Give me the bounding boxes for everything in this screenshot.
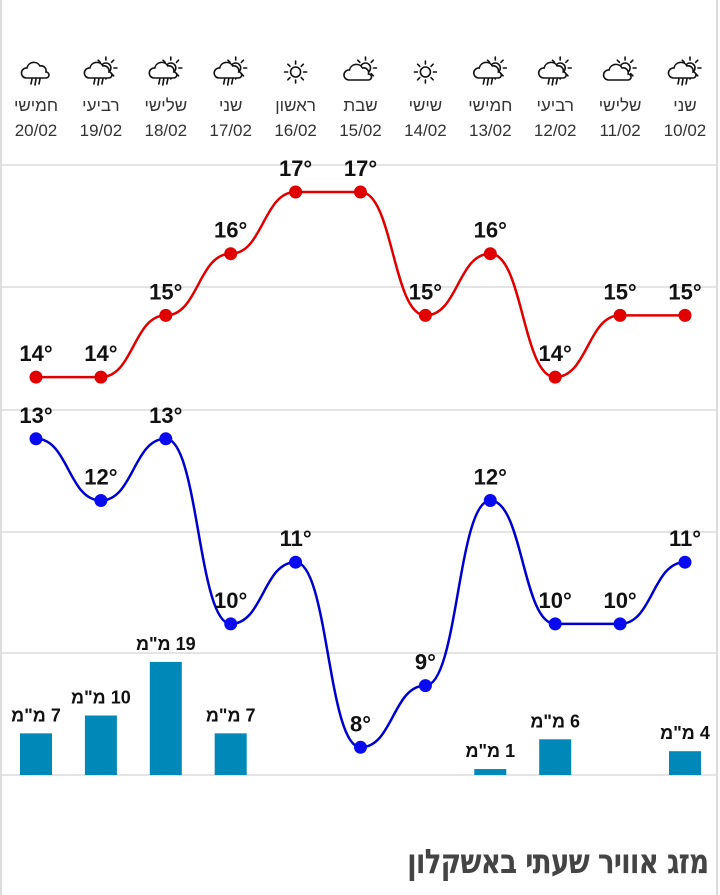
low-temp-label: 10° bbox=[214, 588, 247, 613]
day-date: 10/02 bbox=[664, 121, 707, 140]
high-temp-point bbox=[94, 370, 108, 384]
rain-cloud-icon bbox=[20, 61, 50, 86]
rain-bar bbox=[539, 739, 572, 775]
day-name: רביעי bbox=[536, 96, 573, 115]
low-temp-point bbox=[289, 555, 303, 569]
high-temp-point bbox=[483, 247, 497, 261]
rain-bar bbox=[214, 733, 247, 775]
high-temp-label: 14° bbox=[84, 341, 117, 366]
high-temp-point bbox=[159, 308, 173, 322]
day-name: ראשון bbox=[275, 96, 316, 115]
day-date: 19/02 bbox=[80, 121, 123, 140]
high-temp-label: 15° bbox=[149, 279, 182, 304]
low-temp-label: 10° bbox=[539, 588, 572, 613]
day-date: 11/02 bbox=[599, 121, 640, 140]
low-temp-label: 11° bbox=[280, 526, 312, 551]
sun-cloud-rain-icon bbox=[537, 56, 573, 86]
low-temp-label: 9° bbox=[415, 650, 436, 675]
sun-cloud-rain-icon bbox=[472, 56, 508, 86]
low-temp-label: 12° bbox=[474, 465, 507, 490]
rain-bar bbox=[474, 769, 507, 775]
day-name: חמישי bbox=[14, 96, 58, 115]
day-date: 18/02 bbox=[145, 121, 188, 140]
high-temp-point bbox=[678, 308, 692, 322]
high-temp-point bbox=[224, 247, 238, 261]
rain-label: 10 מ"מ bbox=[71, 688, 131, 708]
rain-label: 4 מ"מ bbox=[660, 723, 710, 743]
low-temp-label: 10° bbox=[603, 588, 636, 613]
low-temp-label: 13° bbox=[149, 403, 182, 428]
low-temp-point bbox=[613, 617, 627, 631]
high-temp-point bbox=[354, 185, 367, 199]
high-temp-line bbox=[36, 190, 686, 379]
day-date: 12/02 bbox=[534, 121, 577, 140]
partly-cloudy-icon bbox=[602, 56, 637, 81]
high-temp-label: 15° bbox=[409, 279, 442, 304]
sun-cloud-rain-icon bbox=[148, 56, 183, 86]
day-name: שלישי bbox=[144, 96, 187, 115]
low-temp-point bbox=[483, 494, 497, 507]
rain-bar bbox=[149, 661, 182, 775]
day-name: חמישי bbox=[468, 96, 512, 115]
rain-label: 6 מ"מ bbox=[530, 711, 580, 731]
high-temp-point bbox=[548, 370, 562, 384]
low-temp-point bbox=[159, 432, 173, 446]
high-temp-point bbox=[613, 308, 627, 322]
rain-label: 7 מ"מ bbox=[206, 705, 256, 725]
sun-cloud-rain-icon bbox=[667, 56, 702, 86]
high-temp-label: 16° bbox=[474, 218, 507, 243]
high-temp-label: 14° bbox=[539, 341, 572, 366]
rain-bar bbox=[84, 715, 117, 775]
low-temp-point bbox=[548, 617, 562, 631]
day-name: שישי bbox=[409, 96, 443, 115]
low-temp-line bbox=[35, 437, 686, 749]
high-temp-label: 14° bbox=[19, 341, 52, 366]
day-name: רביעי bbox=[82, 96, 119, 115]
day-date: 14/02 bbox=[404, 121, 447, 140]
rain-label: 7 מ"מ bbox=[11, 705, 61, 725]
day-name: שבת bbox=[343, 96, 377, 115]
high-temp-label: 17° bbox=[344, 156, 377, 181]
day-date: 17/02 bbox=[209, 121, 252, 140]
weather-chart: שני 10/02 שלישי 11/02 רביעי 12/02 חמישי 13/02 שי… bbox=[2, 56, 716, 776]
sun-icon bbox=[413, 60, 438, 84]
high-temp-point bbox=[289, 185, 303, 199]
day-name: שני bbox=[219, 96, 242, 115]
rain-bar bbox=[669, 751, 701, 775]
day-date: 20/02 bbox=[15, 121, 58, 140]
sun-icon bbox=[283, 60, 308, 84]
low-temp-point bbox=[224, 617, 238, 631]
low-temp-point bbox=[678, 555, 692, 569]
sun-cloud-rain-icon bbox=[213, 56, 248, 86]
high-temp-label: 15° bbox=[603, 279, 636, 304]
rain-label: 1 מ"מ bbox=[465, 741, 515, 761]
low-temp-label: 13° bbox=[19, 403, 52, 428]
low-temp-point bbox=[94, 494, 108, 507]
sun-cloud-rain-icon bbox=[83, 56, 118, 86]
day-name: שלישי bbox=[599, 96, 642, 115]
low-temp-point bbox=[29, 432, 43, 446]
rain-bar bbox=[20, 733, 52, 775]
low-temp-point bbox=[418, 679, 432, 693]
low-temp-label: 12° bbox=[84, 465, 117, 490]
day-date: 15/02 bbox=[339, 121, 382, 140]
low-temp-label: 8° bbox=[350, 711, 371, 736]
high-temp-label: 16° bbox=[214, 218, 247, 243]
low-temp-label: 11° bbox=[669, 526, 701, 551]
day-date: 16/02 bbox=[274, 121, 317, 140]
partly-cloudy-icon bbox=[343, 56, 378, 81]
high-temp-label: 17° bbox=[279, 156, 312, 181]
low-temp-point bbox=[354, 740, 367, 754]
high-temp-point bbox=[418, 308, 432, 322]
day-date: 13/02 bbox=[469, 121, 512, 140]
day-name: שני bbox=[673, 96, 696, 115]
page-title: מזג אוויר שעתי באשקלון bbox=[406, 842, 709, 882]
high-temp-label: 15° bbox=[668, 279, 701, 304]
rain-label: 19 מ"מ bbox=[136, 634, 196, 654]
high-temp-point bbox=[29, 370, 43, 384]
